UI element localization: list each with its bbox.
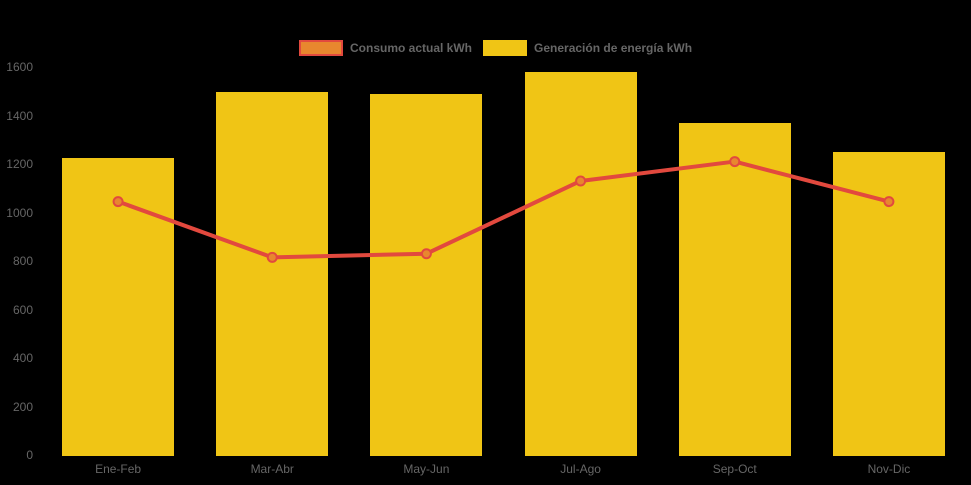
x-axis-category-label: Sep-Oct xyxy=(712,462,757,476)
legend-label-generacion: Generación de energía kWh xyxy=(534,41,693,55)
chart-legend: Consumo actual kWh Generación de energía… xyxy=(299,40,692,56)
x-axis-category-label: May-Jun xyxy=(403,462,450,476)
bar-generacion-jul-ago[interactable] xyxy=(524,71,637,456)
bar-generacion-mar-abr[interactable] xyxy=(216,92,329,456)
y-axis-tick-label: 600 xyxy=(12,302,33,317)
legend-label-consumo: Consumo actual kWh xyxy=(350,41,473,55)
legend-item-generacion[interactable]: Generación de energía kWh xyxy=(483,40,692,56)
y-axis-tick-label: 1200 xyxy=(6,157,33,171)
consumo-point-sep-oct[interactable] xyxy=(729,156,741,168)
consumo-point-nov-dic[interactable] xyxy=(883,196,895,208)
y-axis-tick-label: 1600 xyxy=(6,60,33,74)
y-axis-tick-label: 1000 xyxy=(6,205,33,220)
consumo-point-may-jun[interactable] xyxy=(420,248,432,260)
y-axis-tick-label: 1400 xyxy=(6,108,33,123)
y-axis-tick-label: 200 xyxy=(12,399,33,414)
consumo-point-mar-abr[interactable] xyxy=(266,251,278,263)
consumo-point-jul-ago[interactable] xyxy=(575,175,587,187)
consumo-point-ene-feb[interactable] xyxy=(112,196,124,208)
bar-generacion-may-jun[interactable] xyxy=(370,93,483,456)
legend-swatch-generacion-icon xyxy=(483,40,528,56)
x-axis-category-label: Nov-Dic xyxy=(867,462,911,476)
y-axis-tick-label: 800 xyxy=(12,254,33,268)
bar-generacion-sep-oct[interactable] xyxy=(678,122,791,456)
y-axis-tick-label: 400 xyxy=(12,351,33,365)
y-axis-tick-label: 0 xyxy=(26,448,33,462)
x-axis-category-label: Ene-Feb xyxy=(95,462,142,476)
legend-swatch-consumo-icon xyxy=(299,40,343,56)
legend-item-consumo[interactable]: Consumo actual kWh xyxy=(299,40,472,56)
x-axis-category-label: Mar-Abr xyxy=(250,462,294,476)
x-axis-category-label: Jul-Ago xyxy=(560,462,601,476)
